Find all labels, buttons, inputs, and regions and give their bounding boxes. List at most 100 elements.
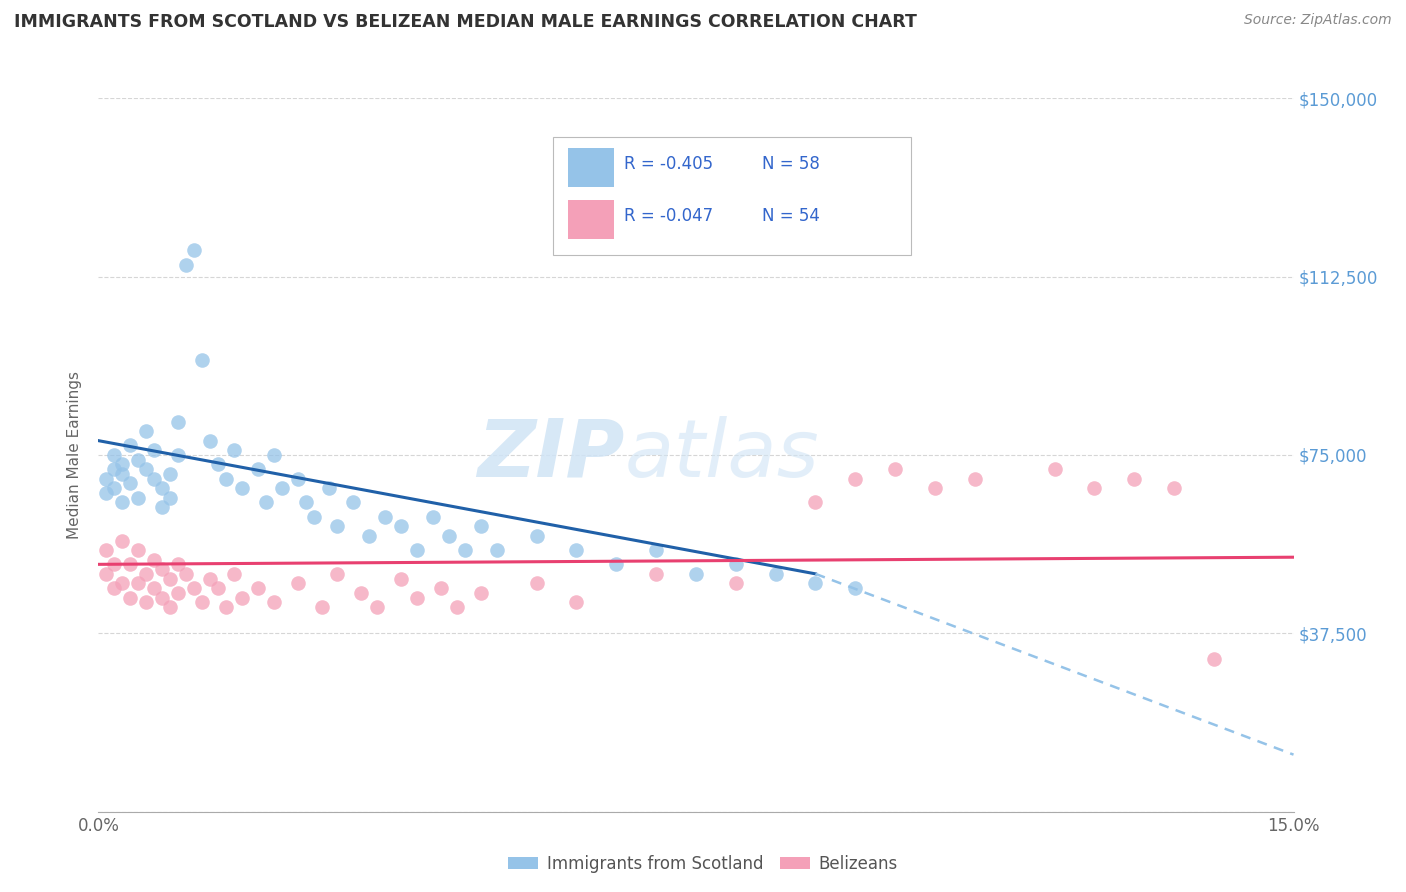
Point [804,576,827,591]
Point [96,566,118,581]
Point [366,600,388,615]
Point [207,458,229,472]
Point [183,244,205,258]
Point [167,558,190,572]
Point [287,472,309,486]
Point [263,448,285,462]
Point [485,543,508,558]
Point [103,558,125,572]
Point [326,566,349,581]
Point [135,566,157,581]
Point [127,576,149,591]
Point [287,576,309,591]
Point [294,495,316,509]
Text: R = -0.405: R = -0.405 [624,155,713,173]
Point [526,576,548,591]
Point [645,566,668,581]
FancyBboxPatch shape [553,137,911,255]
Point [311,600,333,615]
Point [159,600,181,615]
Text: N = 54: N = 54 [762,207,820,225]
Point [302,509,325,524]
Point [111,458,134,472]
Point [183,581,205,595]
Point [246,581,269,595]
Point [96,543,118,558]
Point [350,586,373,600]
Point [215,600,238,615]
Point [120,438,142,452]
Point [374,509,396,524]
Point [1083,481,1105,495]
Point [143,443,166,458]
Point [326,519,349,533]
Point [150,591,173,605]
Point [254,495,277,509]
Point [96,486,118,500]
Point [342,495,364,509]
Point [389,519,412,533]
Point [724,558,747,572]
Point [685,566,707,581]
Point [406,591,429,605]
Point [150,562,173,576]
Point [437,529,460,543]
Point [389,572,412,586]
Point [111,533,134,548]
Point [526,529,548,543]
Point [804,495,827,509]
Point [111,467,134,481]
Point [143,472,166,486]
Point [103,481,125,495]
Point [167,586,190,600]
Point [135,424,157,438]
Point [159,572,181,586]
Point [191,352,214,367]
Point [406,543,429,558]
Point [454,543,477,558]
Point [359,529,381,543]
Point [174,566,197,581]
Point [111,576,134,591]
Point [150,500,173,515]
Point [844,581,866,595]
Point [222,566,245,581]
Point [430,581,453,595]
Point [150,481,173,495]
Point [167,415,190,429]
Point [246,462,269,476]
Point [231,591,253,605]
Text: Source: ZipAtlas.com: Source: ZipAtlas.com [1244,13,1392,28]
Point [159,491,181,505]
Point [135,595,157,609]
Point [143,581,166,595]
Point [318,481,340,495]
Point [565,543,588,558]
Point [103,581,125,595]
Point [231,481,253,495]
Text: N = 58: N = 58 [762,155,820,173]
Point [724,576,747,591]
Point [96,472,118,486]
Legend: Immigrants from Scotland, Belizeans: Immigrants from Scotland, Belizeans [502,848,904,880]
Point [263,595,285,609]
Point [127,452,149,467]
Point [135,462,157,476]
Point [120,476,142,491]
Point [1202,652,1225,666]
Point [924,481,946,495]
Point [470,519,492,533]
Point [120,591,142,605]
Point [270,481,292,495]
Text: atlas: atlas [624,416,820,494]
Text: IMMIGRANTS FROM SCOTLAND VS BELIZEAN MEDIAN MALE EARNINGS CORRELATION CHART: IMMIGRANTS FROM SCOTLAND VS BELIZEAN MED… [14,13,917,31]
Point [446,600,468,615]
Point [605,558,627,572]
Point [215,472,238,486]
Point [174,258,197,272]
Point [470,586,492,600]
Point [1123,472,1146,486]
Point [167,448,190,462]
Point [884,462,907,476]
Y-axis label: Median Male Earnings: Median Male Earnings [67,371,83,539]
